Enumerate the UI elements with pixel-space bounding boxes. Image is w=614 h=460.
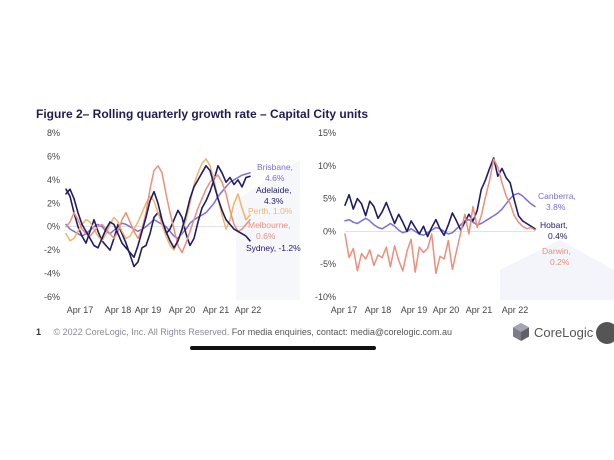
y-tick-6: 6% (47, 151, 60, 161)
y-tick-5: 5% (323, 194, 336, 204)
figure-panel (0, 95, 614, 350)
label-wash-right (500, 240, 614, 300)
y-tick-0: 0% (47, 222, 60, 232)
x-tick-apr-19: Apr 19 (135, 305, 162, 315)
series-label-canberra-3-8: Canberra, 3.8% (538, 191, 576, 212)
label-wash-left (236, 160, 300, 300)
copyright-text: © 2022 CoreLogic, Inc. All Rights Reserv… (53, 327, 230, 337)
series-line-melbourne-0-6 (65, 165, 251, 254)
x-tick-apr-19: Apr 19 (401, 305, 428, 315)
x-tick-apr-21: Apr 21 (466, 305, 493, 315)
x-tick-apr-22: Apr 22 (502, 305, 529, 315)
y-tick-4: 4% (47, 175, 60, 185)
series-label-brisbane-4-6: Brisbane, 4.6% (257, 162, 293, 183)
x-tick-apr-18: Apr 18 (365, 305, 392, 315)
x-tick-apr-21: Apr 21 (203, 305, 230, 315)
x-tick-apr-17: Apr 17 (331, 305, 358, 315)
cube-icon (513, 323, 529, 341)
series-label-darwin-0-2: Darwin, 0.2% (542, 246, 571, 267)
x-tick-apr-22: Apr 22 (235, 305, 262, 315)
top-blank (0, 0, 614, 95)
y-tick-15: 15% (318, 128, 336, 138)
x-tick-apr-18: Apr 18 (105, 305, 132, 315)
y-tick-10: -10% (315, 292, 336, 302)
x-tick-apr-20: Apr 20 (169, 305, 196, 315)
y-tick-5: -5% (320, 259, 336, 269)
x-tick-apr-20: Apr 20 (433, 305, 460, 315)
logo-text: CoreLogic (534, 324, 594, 340)
chart-2: 15% 10% 5% 0% -5% -10% Apr 17 Apr 18 Apr 19 Apr 2… (315, 128, 576, 315)
y-tick-2: 2% (47, 198, 60, 208)
series-line-hobart-0-4 (344, 157, 536, 238)
home-indicator[interactable] (190, 346, 376, 350)
series-label-perth-1-0: Perth, 1.0% (248, 206, 293, 216)
y-tick-8: 8% (47, 128, 60, 138)
series-label-melbourne-0-6: Melbourne, 0.6% (248, 220, 291, 241)
footer: 1 © 2022 CoreLogic, Inc. All Rights Rese… (36, 327, 452, 337)
corelogic-logo: CoreLogic (512, 322, 593, 342)
y-tick-6: -6% (44, 292, 60, 302)
page-number: 1 (36, 327, 42, 337)
figure-title: Figure 2– Rolling quarterly growth rate … (36, 107, 369, 121)
corner-button[interactable] (596, 322, 614, 344)
chart-1: 8% 6% 4% 2% 0% -2% -4% -6% Apr 17 Apr 18 Apr 19 Apr… (44, 128, 301, 315)
media-contact: For media enquiries, contact: media@core… (231, 327, 453, 337)
y-tick-10: 10% (318, 161, 336, 171)
series-label-sydney-1-2: Sydney, -1.2% (246, 243, 301, 253)
y-tick-0: 0% (323, 226, 336, 236)
series-line-sydney-1-2 (65, 165, 251, 259)
y-tick-2: -2% (44, 245, 60, 255)
series-label-adelaide-4-3: Adelaide, 4.3% (256, 185, 291, 206)
series-label-hobart-0-4: Hobart, 0.4% (540, 220, 568, 241)
x-tick-apr-17: Apr 17 (67, 305, 94, 315)
series-line-darwin-0-2 (344, 158, 536, 275)
y-tick-4: -4% (44, 269, 60, 279)
